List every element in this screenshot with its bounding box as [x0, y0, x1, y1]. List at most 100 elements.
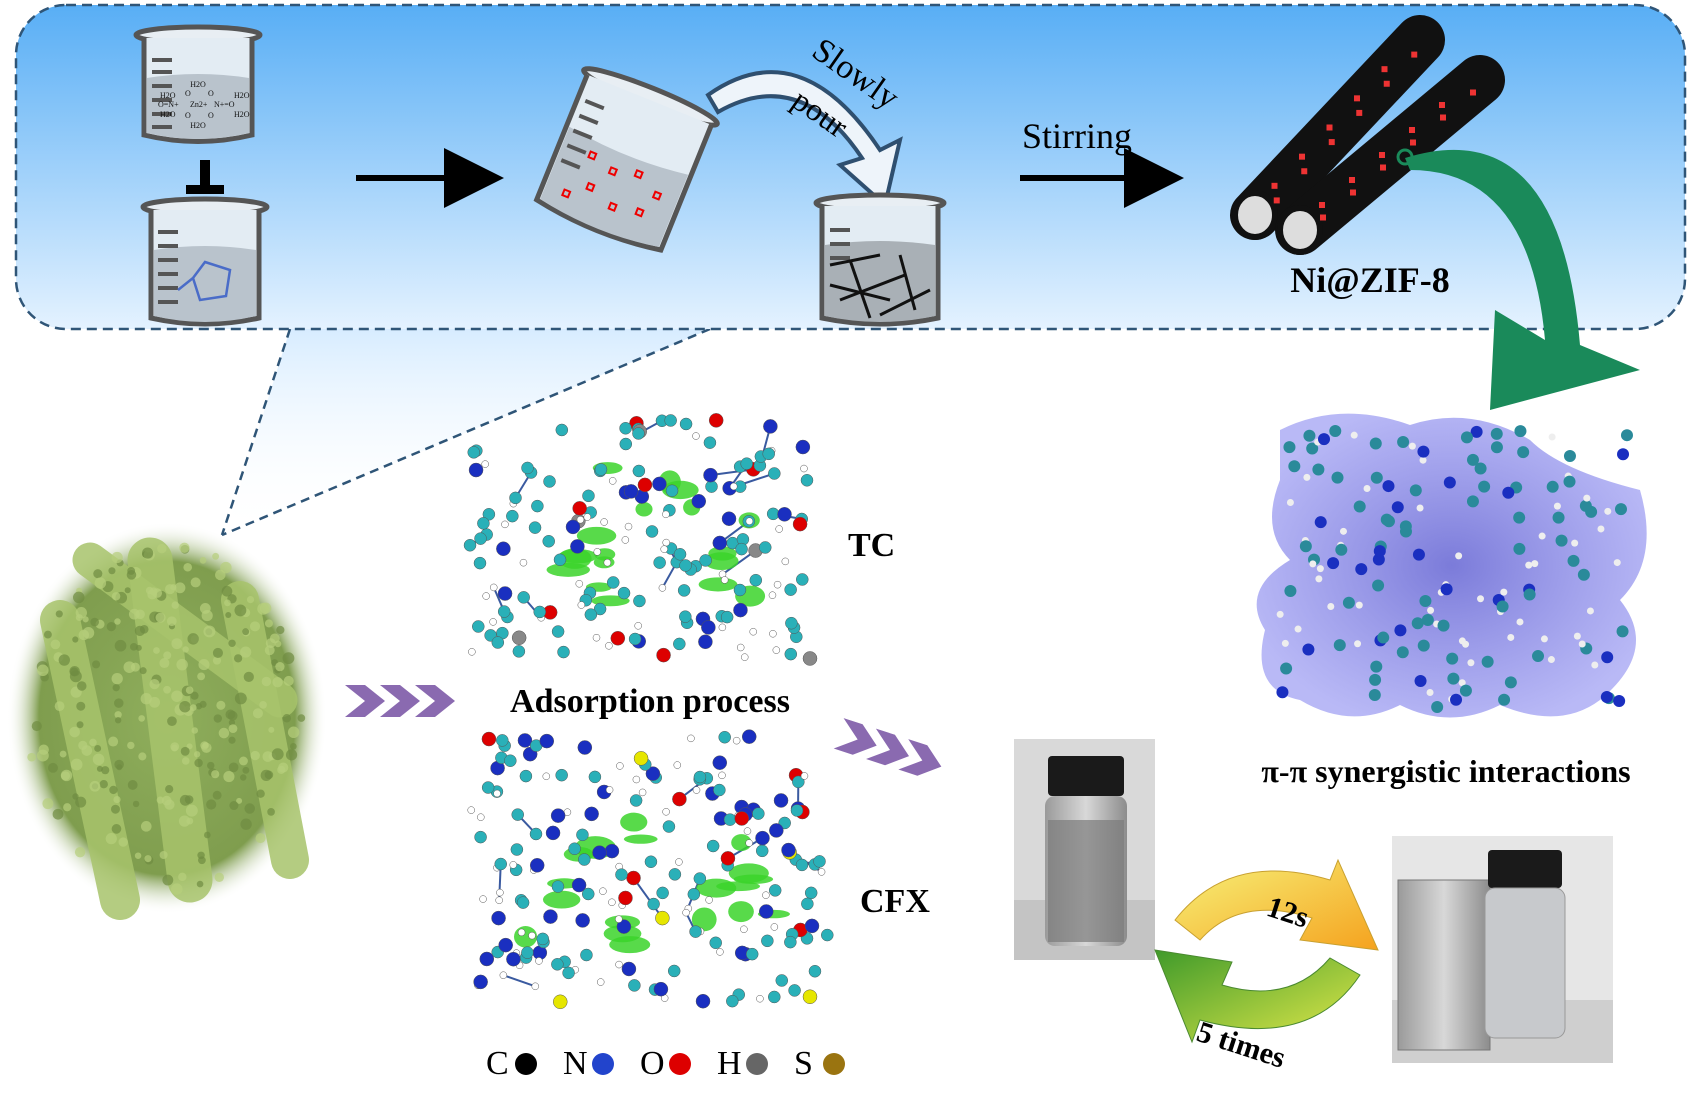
atom — [1591, 661, 1599, 669]
atom — [584, 806, 599, 822]
atom — [1339, 527, 1347, 535]
atom — [691, 494, 707, 509]
atom — [571, 877, 587, 893]
atom — [647, 897, 660, 911]
atom — [687, 734, 695, 743]
atom — [1614, 503, 1627, 516]
atom — [596, 978, 605, 986]
atom — [489, 583, 498, 592]
atom — [762, 891, 770, 899]
atom — [1353, 500, 1366, 513]
atom — [693, 872, 707, 885]
formula-text: O — [185, 89, 191, 98]
atom — [593, 602, 607, 616]
atom — [472, 620, 485, 633]
atom — [634, 622, 642, 630]
atom — [1276, 610, 1284, 618]
atom — [491, 910, 506, 926]
atom — [1427, 606, 1435, 614]
atom — [1299, 540, 1312, 553]
atom — [768, 884, 782, 897]
atom — [1421, 613, 1434, 626]
atom — [752, 807, 765, 820]
atom — [653, 556, 666, 569]
atom — [618, 890, 633, 906]
atom — [745, 839, 753, 847]
atom — [745, 517, 754, 525]
atom — [795, 858, 809, 872]
atom — [1312, 463, 1325, 476]
atom — [1466, 495, 1479, 508]
atom — [479, 895, 487, 903]
atom — [1450, 693, 1463, 706]
atom — [1382, 480, 1395, 493]
atom — [1318, 433, 1331, 446]
atom — [1369, 673, 1382, 686]
formula-text: H2O — [234, 110, 250, 119]
atom — [781, 557, 790, 566]
atom — [741, 729, 757, 744]
atom — [755, 830, 770, 846]
atom — [1342, 596, 1355, 609]
sem-image — [7, 522, 327, 920]
atom — [698, 634, 713, 650]
atom — [1397, 436, 1410, 449]
atom — [481, 460, 489, 468]
atom — [758, 541, 772, 554]
atom — [491, 636, 505, 649]
atom — [734, 811, 750, 826]
atom — [1523, 588, 1536, 601]
atom — [637, 477, 653, 493]
formula-text: H2O — [190, 121, 206, 130]
atom — [1370, 660, 1383, 673]
atom — [477, 517, 490, 530]
atom — [510, 843, 524, 856]
atom — [495, 896, 503, 905]
atom — [616, 762, 624, 770]
atom — [545, 825, 561, 841]
atom — [551, 958, 564, 971]
atom — [1283, 441, 1296, 454]
atom — [1563, 449, 1576, 462]
atom — [604, 843, 620, 859]
atom — [543, 475, 556, 488]
atom — [1513, 511, 1526, 524]
atom — [468, 648, 476, 656]
atom — [581, 887, 595, 901]
interaction-isosurface — [704, 552, 739, 571]
atom — [1412, 548, 1425, 561]
atom — [1391, 501, 1404, 514]
atom — [662, 538, 670, 547]
ni-particle — [1470, 89, 1476, 96]
ni-particle — [1383, 80, 1390, 87]
atom — [1579, 499, 1592, 512]
atom — [1604, 507, 1612, 515]
atom — [628, 632, 642, 646]
atom — [493, 789, 501, 798]
atom — [593, 548, 602, 556]
mixing-beaker — [813, 192, 947, 327]
atom — [1327, 557, 1340, 570]
atom — [1567, 554, 1580, 567]
ni-particle — [1271, 182, 1278, 189]
atom — [736, 643, 745, 652]
atom — [800, 772, 809, 780]
atom — [629, 794, 643, 807]
atom — [497, 586, 513, 601]
plus-icon — [186, 160, 224, 194]
atom — [565, 519, 581, 535]
atom — [473, 556, 487, 570]
atom — [695, 993, 711, 1009]
atom — [1547, 656, 1555, 664]
atom — [535, 957, 543, 965]
atom — [790, 804, 804, 817]
atom — [1281, 639, 1289, 647]
atom — [1498, 693, 1511, 706]
interaction-label: π-π synergistic interactions — [1261, 753, 1630, 789]
atom — [802, 989, 818, 1004]
atom — [605, 642, 613, 650]
atom — [679, 417, 693, 431]
atom — [1396, 646, 1409, 659]
atom — [1288, 460, 1301, 473]
atom — [575, 913, 590, 928]
